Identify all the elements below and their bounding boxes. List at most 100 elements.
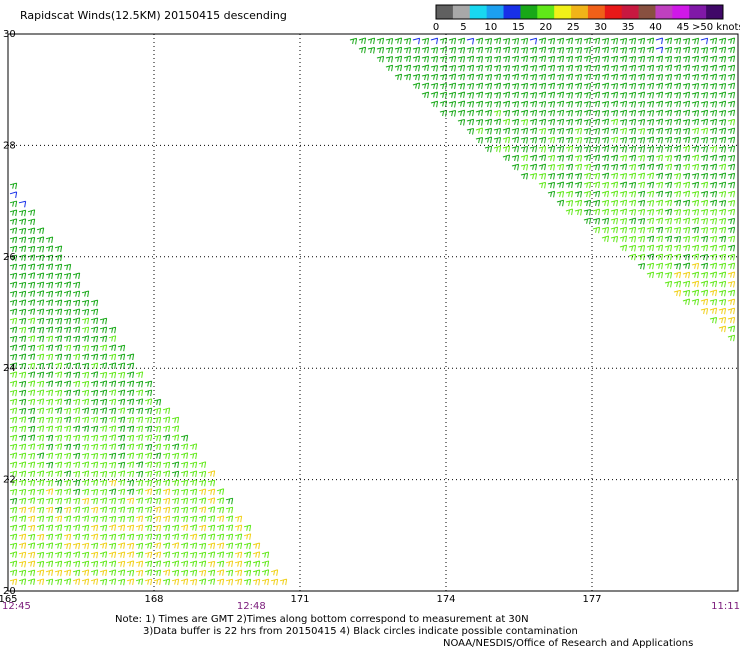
wind-barb-flag: [213, 542, 216, 550]
wind-barb-flag: [442, 65, 445, 71]
wind-barb-flag: [472, 65, 475, 72]
wind-barb-flag: [571, 65, 574, 72]
wind-barb-flag: [634, 74, 637, 81]
wind-barb-flag: [724, 236, 727, 243]
wind-barb-flag: [12, 417, 15, 423]
wind-barb-flag: [129, 561, 132, 567]
wind-barb-flag: [21, 570, 24, 576]
wind-barb-flag: [75, 318, 78, 324]
wind-barb-flag: [658, 110, 661, 116]
wind-barb-staff: [412, 37, 420, 41]
wind-barb-flag: [210, 570, 213, 576]
wind-barb-flag: [649, 218, 652, 224]
wind-barb-flag: [147, 435, 150, 441]
wind-barb-flag: [183, 471, 186, 477]
wind-barb-flag: [625, 110, 628, 117]
color-bar-label: 35: [622, 22, 635, 33]
wind-barb-flag: [733, 182, 736, 189]
wind-barb-flag: [604, 92, 607, 98]
wind-barb-flag: [643, 236, 646, 243]
wind-barb-flag: [460, 101, 463, 107]
wind-barb-flag: [733, 119, 736, 126]
wind-barb-flag: [174, 453, 177, 459]
wind-barb-flag: [15, 444, 18, 451]
wind-barb-flag: [111, 561, 114, 567]
wind-barb-flag: [156, 498, 159, 504]
wind-barb-flag: [643, 110, 646, 117]
wind-barb-flag: [688, 136, 691, 144]
wind-barb-flag: [93, 390, 96, 396]
wind-barb-flag: [51, 371, 54, 378]
wind-barb-flag: [703, 93, 706, 99]
wind-barb-flag: [102, 381, 105, 387]
wind-barb-flag: [604, 209, 607, 215]
wind-barb-flag: [51, 578, 54, 586]
wind-barb-flag: [102, 354, 105, 360]
wind-barb-staff: [628, 101, 636, 104]
wind-barb-flag: [469, 102, 472, 108]
wind-barb-flag: [102, 318, 105, 324]
wind-barb-flag: [589, 137, 592, 144]
wind-barb-flag: [652, 128, 655, 135]
wind-barb-flag: [78, 498, 81, 505]
wind-barb-flag: [174, 444, 177, 450]
wind-barb-flag: [123, 443, 126, 450]
wind-barb-flag: [30, 300, 33, 306]
wind-barb-flag: [165, 552, 168, 558]
wind-barb-flag: [39, 535, 42, 540]
wind-barb-flag: [201, 498, 204, 504]
wind-barb-flag: [21, 543, 24, 549]
wind-barb-flag: [87, 534, 90, 541]
wind-barb-flag: [604, 137, 607, 143]
wind-barb-flag: [694, 200, 697, 206]
wind-barb-flag: [159, 479, 162, 486]
wind-barb-flag: [724, 308, 727, 315]
wind-barb-flag: [96, 408, 99, 415]
wind-barb-flag: [577, 111, 580, 116]
wind-barb-flag: [129, 516, 132, 522]
wind-barb-flag: [694, 119, 697, 125]
wind-barb-staff: [126, 416, 134, 420]
wind-barb-flag: [186, 551, 189, 559]
wind-barb-flag: [634, 119, 637, 126]
wind-barb-flag: [69, 344, 72, 352]
wind-barb-flag: [123, 579, 126, 586]
wind-barb-flag: [186, 507, 189, 514]
wind-barb-flag: [694, 281, 697, 287]
wind-barb-flag: [138, 408, 141, 414]
wind-barb-flag: [559, 110, 562, 116]
wind-barb-flag: [625, 155, 628, 162]
wind-barb-flag: [595, 219, 598, 224]
wind-barb-flag: [730, 101, 733, 107]
wind-barb-flag: [15, 336, 18, 343]
wind-barb-flag: [427, 56, 430, 63]
wind-barb-flag: [733, 146, 736, 153]
wind-barb-flag: [204, 552, 207, 559]
wind-barb-flag: [580, 74, 583, 81]
wind-barb-flag: [487, 39, 490, 45]
wind-barb-flag: [51, 488, 54, 495]
wind-barb-flag: [111, 381, 114, 387]
wind-barb-flag: [78, 407, 81, 414]
wind-barb-flag: [463, 56, 466, 63]
wind-barb-flag: [123, 506, 126, 513]
wind-barb-flag: [15, 209, 18, 217]
wind-barb-flag: [240, 551, 243, 559]
wind-barb-flag: [141, 534, 144, 541]
wind-barb-flag: [571, 56, 574, 63]
wind-barb-flag: [670, 128, 673, 135]
y-tick-label: 28: [3, 140, 16, 151]
wind-barb-flag: [424, 75, 427, 81]
wind-barb-flag: [661, 173, 664, 180]
wind-barb-flag: [670, 92, 673, 99]
wind-barb-flag: [69, 461, 72, 469]
wind-barb-flag: [559, 200, 562, 206]
wind-barb-flag: [514, 39, 517, 45]
wind-barb-flag: [400, 74, 403, 81]
wind-barb-flag: [676, 38, 679, 44]
wind-barb-flag: [165, 525, 168, 531]
wind-barb-flag: [87, 372, 90, 379]
wind-barb-flag: [159, 408, 162, 415]
wind-barb-flag: [724, 317, 727, 324]
wind-barb-flag: [631, 237, 634, 243]
